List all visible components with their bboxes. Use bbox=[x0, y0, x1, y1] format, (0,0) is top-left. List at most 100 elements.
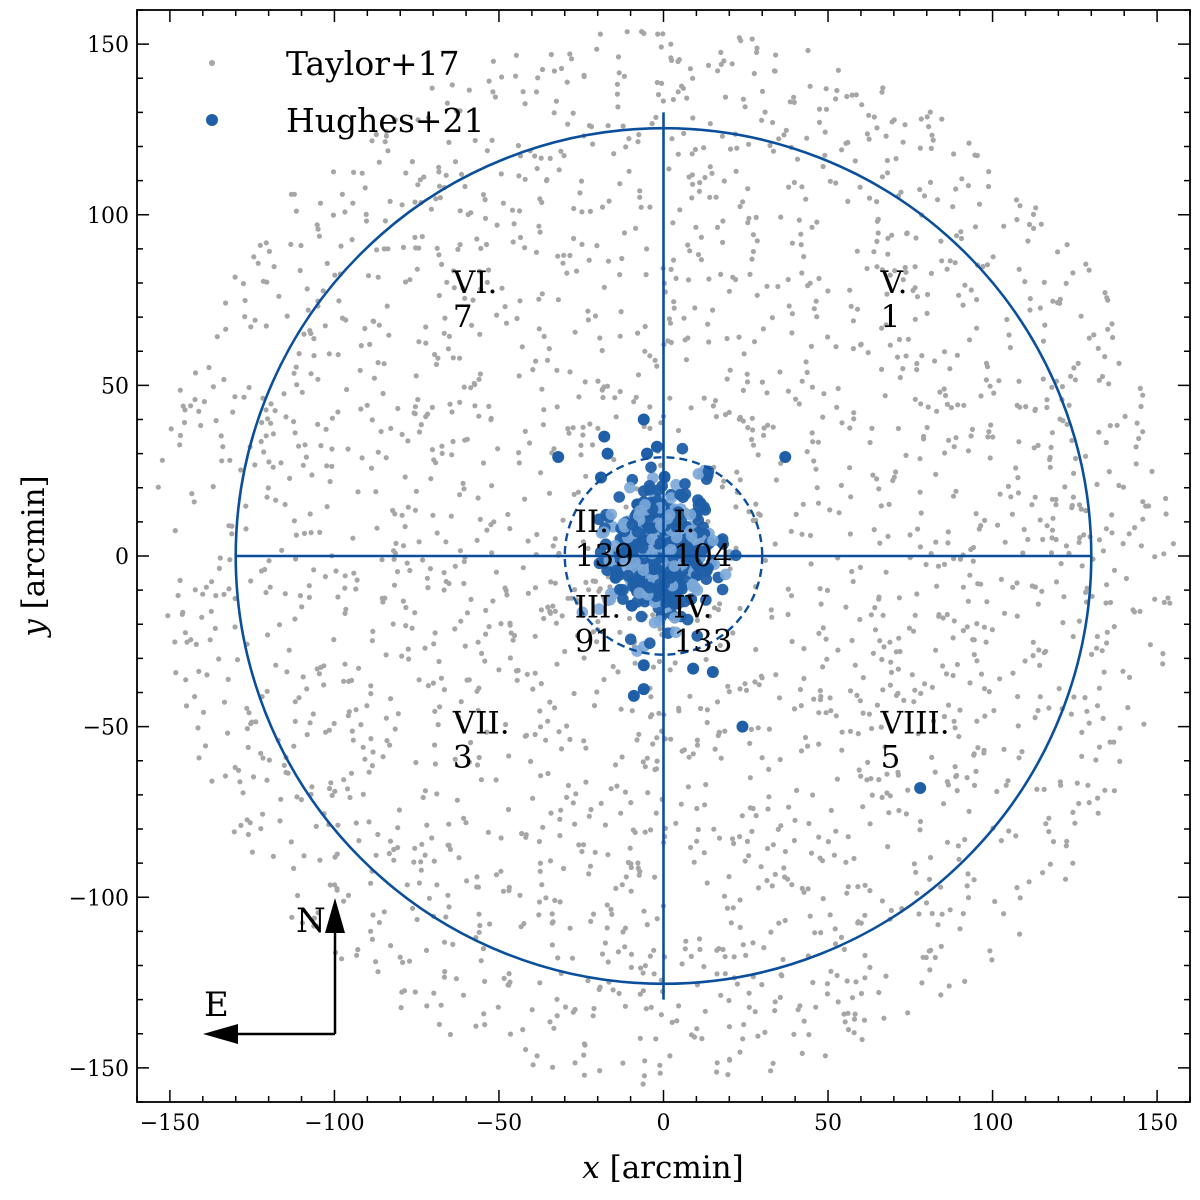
taylor17-point bbox=[885, 533, 891, 540]
taylor17-point bbox=[172, 528, 178, 534]
taylor17-point bbox=[539, 66, 546, 73]
taylor17-point bbox=[598, 800, 604, 807]
taylor17-point bbox=[314, 666, 320, 672]
hughes21-point bbox=[601, 564, 613, 577]
taylor17-point bbox=[726, 1024, 733, 1030]
taylor17-point bbox=[849, 637, 855, 644]
taylor17-point bbox=[776, 136, 782, 142]
taylor17-point bbox=[851, 410, 857, 416]
taylor17-point bbox=[442, 315, 448, 321]
taylor17-point bbox=[870, 472, 876, 478]
taylor17-point bbox=[668, 266, 674, 272]
taylor17-point bbox=[292, 616, 298, 622]
taylor17-point bbox=[714, 699, 721, 705]
taylor17-point bbox=[299, 604, 305, 610]
taylor17-point bbox=[391, 857, 397, 863]
taylor17-point bbox=[159, 457, 165, 463]
taylor17-point bbox=[879, 267, 885, 273]
taylor17-point bbox=[892, 268, 898, 274]
taylor17-point bbox=[463, 820, 469, 826]
taylor17-point bbox=[809, 224, 815, 230]
taylor17-point bbox=[667, 395, 673, 401]
taylor17-point bbox=[412, 411, 418, 417]
taylor17-point bbox=[407, 567, 413, 574]
taylor17-point bbox=[519, 344, 525, 350]
taylor17-point bbox=[740, 387, 747, 393]
taylor17-point bbox=[296, 695, 302, 701]
taylor17-point bbox=[710, 403, 717, 409]
taylor17-point bbox=[912, 285, 918, 291]
taylor17-point bbox=[613, 885, 619, 892]
taylor17-point bbox=[221, 699, 228, 705]
taylor17-point bbox=[335, 352, 341, 358]
taylor17-point bbox=[644, 755, 650, 761]
taylor17-point bbox=[628, 888, 634, 894]
taylor17-point bbox=[799, 1050, 805, 1056]
taylor17-point bbox=[765, 422, 771, 428]
taylor17-point bbox=[717, 642, 723, 649]
y-tick-label: −100 bbox=[69, 886, 129, 911]
taylor17-point bbox=[752, 679, 758, 685]
taylor17-point bbox=[936, 613, 942, 619]
taylor17-point bbox=[833, 96, 839, 102]
taylor17-point bbox=[981, 750, 987, 756]
taylor17-point bbox=[241, 394, 247, 400]
taylor17-point bbox=[762, 109, 768, 115]
taylor17-point bbox=[1064, 838, 1070, 844]
taylor17-point bbox=[493, 569, 499, 575]
taylor17-point bbox=[192, 587, 198, 593]
taylor17-point bbox=[753, 501, 759, 507]
taylor17-point bbox=[962, 978, 968, 985]
taylor17-point bbox=[997, 491, 1003, 497]
taylor17-point bbox=[418, 859, 424, 865]
taylor17-point bbox=[386, 850, 392, 857]
hughes21-point bbox=[670, 478, 682, 491]
taylor17-point bbox=[293, 208, 299, 214]
taylor17-point bbox=[904, 231, 910, 237]
taylor17-point bbox=[780, 956, 786, 963]
taylor17-point bbox=[375, 360, 381, 366]
taylor17-point bbox=[1015, 694, 1021, 700]
taylor17-point bbox=[1078, 506, 1084, 512]
taylor17-point bbox=[376, 159, 382, 165]
region-label-numeral: VI. bbox=[452, 265, 498, 301]
taylor17-point bbox=[422, 852, 428, 858]
taylor17-point bbox=[712, 398, 719, 404]
taylor17-point bbox=[654, 363, 660, 369]
taylor17-point bbox=[647, 404, 653, 410]
taylor17-point bbox=[911, 699, 917, 705]
taylor17-point bbox=[616, 990, 622, 997]
taylor17-point bbox=[506, 753, 512, 759]
legend-label-taylor17: Taylor+17 bbox=[286, 44, 460, 83]
taylor17-point bbox=[726, 1056, 733, 1062]
taylor17-point bbox=[813, 466, 819, 472]
taylor17-point bbox=[816, 630, 822, 637]
taylor17-point bbox=[647, 425, 653, 431]
taylor17-point bbox=[362, 185, 368, 191]
taylor17-point bbox=[464, 610, 471, 616]
taylor17-point bbox=[810, 979, 816, 986]
taylor17-point bbox=[918, 116, 924, 122]
taylor17-point bbox=[351, 570, 357, 576]
taylor17-point bbox=[462, 295, 468, 301]
taylor17-point bbox=[571, 491, 577, 497]
taylor17-point bbox=[282, 591, 288, 597]
taylor17-point bbox=[835, 67, 842, 73]
taylor17-point bbox=[933, 471, 939, 477]
taylor17-point bbox=[912, 687, 918, 693]
taylor17-point bbox=[556, 167, 562, 173]
taylor17-point bbox=[317, 529, 323, 535]
taylor17-point bbox=[447, 401, 453, 407]
y-tick-label: −150 bbox=[69, 1057, 129, 1082]
taylor17-point bbox=[737, 477, 743, 483]
taylor17-point bbox=[204, 672, 210, 678]
taylor17-point bbox=[1086, 800, 1092, 806]
taylor17-point bbox=[345, 713, 351, 719]
taylor17-point bbox=[637, 188, 643, 194]
taylor17-point bbox=[308, 371, 314, 377]
taylor17-point bbox=[460, 285, 466, 291]
taylor17-point bbox=[747, 271, 753, 277]
taylor17-point bbox=[955, 402, 961, 408]
taylor17-point bbox=[342, 573, 348, 579]
taylor17-point bbox=[557, 833, 563, 839]
